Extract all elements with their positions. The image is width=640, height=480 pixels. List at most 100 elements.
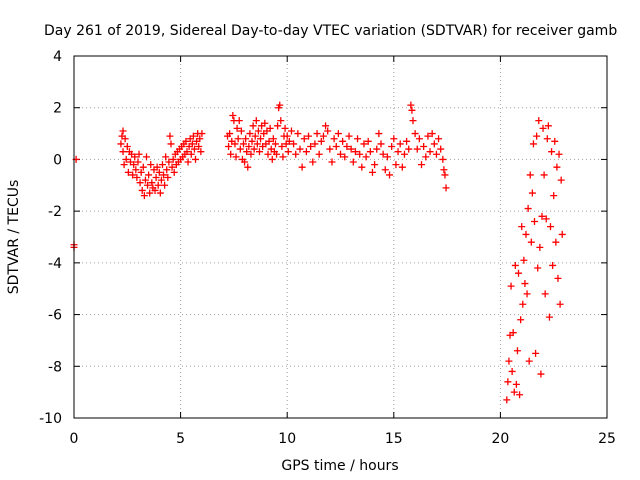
- data-point: [254, 127, 262, 135]
- data-point: [269, 135, 277, 143]
- data-point: [158, 161, 166, 169]
- data-point: [140, 192, 148, 200]
- data-point: [161, 181, 169, 189]
- data-point: [192, 155, 200, 163]
- data-point: [430, 140, 438, 148]
- data-point: [383, 153, 391, 161]
- x-tick-label: 15: [385, 431, 403, 447]
- data-point: [507, 282, 515, 290]
- y-axis-label: SDTVAR / TECUs: [6, 180, 22, 295]
- data-point: [535, 117, 543, 125]
- data-point: [245, 143, 253, 150]
- x-tick-label: 0: [70, 431, 79, 447]
- data-point: [231, 140, 239, 148]
- data-point: [545, 313, 553, 321]
- data-point: [358, 163, 366, 171]
- data-point: [235, 117, 243, 125]
- data-point: [271, 140, 279, 148]
- data-point: [302, 148, 310, 156]
- y-tick-label: -6: [48, 308, 62, 324]
- data-point: [539, 124, 547, 132]
- x-tick-label: 20: [491, 431, 509, 447]
- data-point: [515, 269, 523, 277]
- data-point: [183, 148, 191, 156]
- data-point: [169, 155, 177, 163]
- data-point: [408, 106, 416, 114]
- data-point: [138, 186, 146, 194]
- data-point: [537, 370, 545, 378]
- x-axis-label: GPS time / hours: [281, 458, 398, 474]
- data-point: [411, 130, 419, 138]
- data-point: [252, 117, 260, 125]
- data-point: [540, 171, 548, 179]
- data-point: [504, 378, 512, 386]
- data-point: [541, 290, 549, 298]
- y-tick-label: -4: [48, 256, 62, 272]
- data-point: [248, 137, 256, 145]
- data-point: [274, 122, 282, 130]
- data-point: [371, 161, 379, 169]
- data-point: [503, 396, 511, 404]
- data-point: [188, 140, 196, 148]
- data-point: [548, 148, 556, 156]
- data-point: [523, 290, 531, 298]
- data-point: [381, 166, 389, 174]
- data-point: [120, 161, 128, 169]
- data-point: [233, 124, 241, 132]
- data-point: [130, 161, 138, 169]
- data-point: [330, 135, 338, 143]
- data-point: [557, 176, 565, 184]
- data-point: [311, 140, 319, 148]
- data-point: [296, 145, 304, 153]
- data-point: [157, 176, 165, 184]
- data-point: [508, 367, 516, 375]
- data-point: [558, 230, 566, 238]
- data-point: [276, 101, 284, 109]
- data-point: [322, 122, 330, 130]
- data-point: [170, 168, 178, 176]
- data-point: [521, 280, 529, 288]
- data-point: [300, 135, 308, 143]
- data-point: [261, 119, 269, 127]
- data-point: [246, 130, 254, 138]
- data-point: [139, 163, 147, 171]
- data-point: [284, 148, 292, 156]
- data-point: [513, 347, 521, 355]
- data-point: [422, 153, 430, 161]
- y-tick-label: 4: [53, 49, 62, 65]
- data-point: [509, 329, 517, 337]
- data-point: [182, 137, 190, 145]
- data-point: [441, 171, 449, 179]
- data-point: [298, 163, 306, 171]
- data-point: [379, 150, 387, 158]
- data-point: [511, 261, 519, 269]
- data-point: [165, 158, 173, 166]
- data-point: [512, 380, 520, 388]
- data-point: [129, 171, 137, 179]
- data-point: [373, 145, 381, 153]
- data-point: [362, 153, 370, 161]
- data-point: [236, 145, 244, 153]
- data-point: [550, 192, 558, 200]
- data-point: [144, 181, 152, 189]
- data-point: [354, 135, 362, 143]
- data-point: [251, 132, 259, 140]
- data-point: [264, 150, 272, 158]
- data-point: [189, 132, 197, 140]
- data-point: [544, 122, 552, 130]
- data-point: [556, 300, 564, 308]
- data-point: [368, 168, 376, 176]
- data-point: [533, 132, 541, 140]
- data-point: [244, 163, 252, 171]
- data-point: [543, 135, 551, 143]
- data-point: [538, 212, 546, 220]
- data-point: [403, 137, 411, 145]
- data-point: [377, 140, 385, 148]
- data-point: [198, 130, 206, 138]
- data-point: [337, 150, 344, 158]
- data-point: [532, 349, 540, 357]
- y-tick-label: -10: [39, 411, 62, 427]
- data-point: [292, 150, 300, 158]
- data-point: [145, 171, 153, 179]
